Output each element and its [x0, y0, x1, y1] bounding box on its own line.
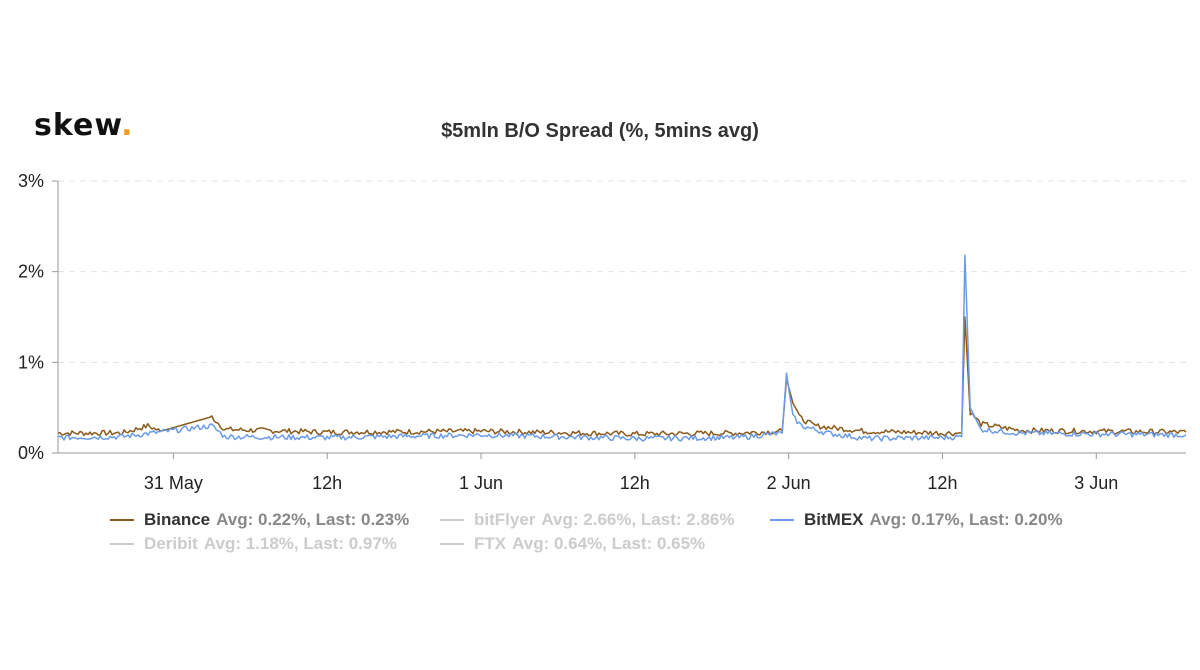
legend-stats: Avg: 0.17%, Last: 0.20%	[869, 510, 1063, 529]
legend-row: Deribit Avg: 1.18%, Last: 0.97% FTX Avg:…	[110, 532, 1170, 556]
chart-title: $5mln B/O Spread (%, 5mins avg)	[441, 120, 759, 142]
legend-swatch	[440, 519, 464, 521]
legend-stats: Avg: 2.66%, Last: 2.86%	[541, 510, 735, 529]
legend-stats: Avg: 1.18%, Last: 0.97%	[203, 534, 397, 553]
y-tick-label: 3%	[18, 171, 44, 191]
legend-swatch	[440, 543, 464, 545]
x-tick-label: 31 May	[144, 473, 203, 493]
legend-swatch	[770, 519, 794, 521]
y-tick-label: 2%	[18, 262, 44, 282]
legend: Binance Avg: 0.22%, Last: 0.23% bitFlyer…	[110, 508, 1170, 556]
legend-swatch	[110, 519, 134, 521]
series-lines	[57, 254, 1187, 442]
legend-item-ftx[interactable]: FTX Avg: 0.64%, Last: 0.65%	[440, 534, 770, 554]
legend-item-bitmex[interactable]: BitMEX Avg: 0.17%, Last: 0.20%	[770, 510, 1100, 530]
legend-item-bitflyer[interactable]: bitFlyer Avg: 2.66%, Last: 2.86%	[440, 510, 770, 530]
x-tick-label: 3 Jun	[1074, 473, 1118, 493]
legend-name: FTX	[474, 534, 507, 553]
skew-logo: skew.	[34, 108, 134, 143]
series-line-bitmex	[57, 254, 1187, 442]
x-tick-label: 1 Jun	[459, 473, 503, 493]
legend-name: BitMEX	[804, 510, 864, 529]
x-tick-label: 12h	[927, 473, 957, 493]
y-tick-label: 0%	[18, 443, 44, 463]
legend-name: bitFlyer	[474, 510, 536, 529]
x-tick-label: 12h	[620, 473, 650, 493]
legend-name: Binance	[144, 510, 211, 529]
axes: 0% 1% 2% 3% 31 May 12h 1 Jun 12h 2 Jun 12h 3 Jun	[18, 171, 1186, 493]
gridlines	[58, 180, 1186, 363]
series-line-binance	[57, 316, 1187, 437]
legend-stats: Avg: 0.22%, Last: 0.23%	[216, 510, 410, 529]
legend-swatch	[110, 543, 134, 545]
legend-row: Binance Avg: 0.22%, Last: 0.23% bitFlyer…	[110, 508, 1170, 532]
chart-svg: 0% 1% 2% 3% 31 May 12h 1 Jun 12h 2 Jun 12h 3 Jun	[18, 171, 1187, 493]
x-tick-label: 2 Jun	[767, 473, 811, 493]
legend-stats: Avg: 0.64%, Last: 0.65%	[512, 534, 706, 553]
legend-item-deribit[interactable]: Deribit Avg: 1.18%, Last: 0.97%	[110, 534, 440, 554]
legend-name: Deribit	[144, 534, 198, 553]
x-tick-label: 12h	[312, 473, 342, 493]
y-tick-label: 1%	[18, 352, 44, 372]
legend-item-binance[interactable]: Binance Avg: 0.22%, Last: 0.23%	[110, 510, 440, 530]
